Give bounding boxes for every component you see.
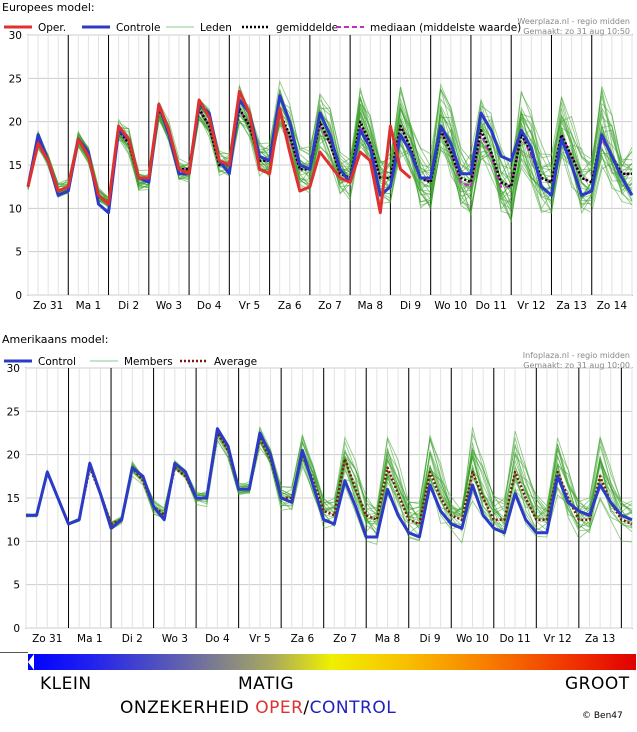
onzekerheid-label: ONZEKERHEID bbox=[120, 698, 250, 718]
y-tick-label: 5 bbox=[13, 580, 20, 592]
us-title: Amerikaans model: bbox=[2, 333, 109, 346]
x-day-label: Di 9 bbox=[400, 300, 421, 312]
y-tick-label: 25 bbox=[9, 73, 22, 85]
x-day-label: Di 2 bbox=[118, 300, 139, 312]
legend-label-control: Controle bbox=[116, 22, 160, 34]
y-tick-label: 0 bbox=[15, 290, 22, 302]
legend-label-members: Leden bbox=[200, 22, 232, 34]
y-tick-label: 0 bbox=[13, 623, 20, 635]
scale-divider bbox=[0, 652, 28, 653]
x-day-label: Ma 8 bbox=[375, 633, 401, 645]
control-label: CONTROL bbox=[309, 698, 397, 718]
x-day-label: Wo 3 bbox=[162, 633, 188, 645]
series-line-oper bbox=[26, 89, 412, 215]
y-tick-label: 15 bbox=[9, 160, 22, 172]
x-day-label: Zo 7 bbox=[333, 633, 357, 645]
legend-label-control: Control bbox=[38, 356, 76, 368]
x-day-label: Zo 14 bbox=[597, 300, 628, 312]
scale-label-matig: MATIG bbox=[238, 674, 295, 694]
x-day-label: Ma 8 bbox=[358, 300, 384, 312]
x-day-label: Za 13 bbox=[585, 633, 615, 645]
y-tick-label: 30 bbox=[7, 363, 20, 375]
x-day-label: Za 6 bbox=[278, 300, 302, 312]
y-tick-label: 10 bbox=[7, 536, 20, 548]
credit-timestamp: Gemaakt: zo 31 aug 10:50 bbox=[523, 27, 630, 36]
x-day-label: Di 2 bbox=[122, 633, 143, 645]
eu-title: Europees model: bbox=[2, 1, 95, 14]
x-day-label: Do 11 bbox=[475, 300, 506, 312]
legend-label-members: Members bbox=[124, 356, 173, 368]
series-line-control bbox=[26, 427, 633, 539]
legend-label-median: mediaan (middelste waarde) bbox=[370, 22, 521, 34]
y-tick-label: 20 bbox=[9, 117, 22, 129]
x-day-label: Zo 31 bbox=[32, 633, 62, 645]
y-tick-label: 20 bbox=[7, 450, 20, 462]
x-day-label: Do 4 bbox=[197, 300, 222, 312]
legend-label-oper: Oper. bbox=[38, 22, 66, 34]
scale-tip bbox=[28, 654, 34, 670]
member-line bbox=[27, 87, 633, 198]
x-day-label: Wo 3 bbox=[156, 300, 182, 312]
y-tick-label: 15 bbox=[7, 493, 20, 505]
x-day-label: Zo 7 bbox=[318, 300, 342, 312]
x-day-label: Vr 12 bbox=[517, 300, 545, 312]
x-day-label: Vr 5 bbox=[239, 300, 261, 312]
x-day-label: Zo 31 bbox=[33, 300, 63, 312]
scale-label-groot: GROOT bbox=[565, 674, 630, 694]
y-tick-label: 5 bbox=[15, 247, 22, 259]
x-day-label: Za 13 bbox=[556, 300, 586, 312]
us-chart: 0 5 10 15 20 25 30 Zo 31 Ma 1 Di 2 Wo 3 Do 4 Vr 5 Za … bbox=[4, 351, 633, 645]
scale-label-klein: KLEIN bbox=[40, 674, 92, 694]
legend-label-average: Average bbox=[214, 356, 257, 368]
x-day-label: Vr 5 bbox=[249, 633, 271, 645]
x-day-label: Vr 12 bbox=[543, 633, 571, 645]
copyright-note: © Ben47 bbox=[582, 711, 623, 721]
series-line-average bbox=[26, 431, 633, 526]
x-day-label: Wo 10 bbox=[434, 300, 467, 312]
x-day-label: Di 9 bbox=[419, 633, 440, 645]
x-day-label: Za 6 bbox=[291, 633, 315, 645]
x-day-label: Ma 1 bbox=[76, 300, 102, 312]
legend-label-mean: gemiddelde bbox=[276, 22, 338, 34]
x-day-label: Ma 1 bbox=[77, 633, 103, 645]
eu-chart: 0 5 10 15 20 25 30 Zo 31 Ma 1 Di 2 Wo 3 Do 4 Vr 5 Za … bbox=[4, 17, 634, 312]
oper-label: OPER bbox=[255, 698, 304, 718]
credit-source: Infoplaza.nl - regio midden bbox=[523, 351, 630, 360]
credit-source: Weerplaza.nl - regio midden bbox=[517, 17, 630, 26]
uncertainty-caption: ONZEKERHEID OPER/CONTROL bbox=[120, 698, 396, 718]
y-tick-label: 30 bbox=[9, 30, 22, 42]
x-day-label: Wo 10 bbox=[456, 633, 489, 645]
y-tick-label: 10 bbox=[9, 203, 22, 215]
x-day-label: Do 11 bbox=[499, 633, 530, 645]
x-day-label: Do 4 bbox=[205, 633, 230, 645]
slash-label: / bbox=[303, 698, 310, 718]
y-tick-label: 25 bbox=[7, 406, 20, 418]
credit-timestamp: Gemaakt: zo 31 aug 10:00 bbox=[523, 361, 630, 370]
uncertainty-gradient-bar bbox=[28, 654, 636, 670]
